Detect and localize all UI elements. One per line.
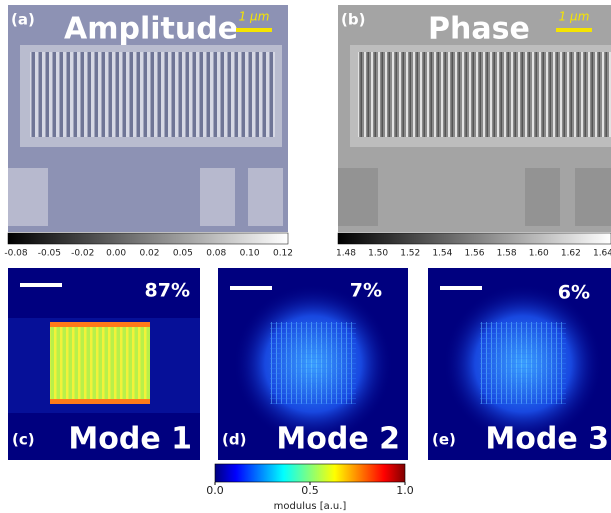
colorbar-tick-label: 1.58 <box>497 249 517 259</box>
panel-label: (b) <box>341 11 365 29</box>
phase-panel: (b) Phase 1 μm <box>338 5 611 244</box>
colorbar <box>338 233 611 244</box>
panel-label: (c) <box>12 431 35 449</box>
scale-label: 1 μm <box>239 10 270 24</box>
pad <box>200 168 235 226</box>
mode-percent: 6% <box>558 282 590 304</box>
panel-title: Mode 2 <box>276 422 400 457</box>
colorbar-tick-label: 1.60 <box>529 249 549 259</box>
panel-label: (a) <box>11 11 35 29</box>
pad <box>8 168 48 226</box>
grating <box>358 52 611 137</box>
panel-title: Phase <box>428 12 530 47</box>
mode-edge <box>50 399 150 404</box>
amplitude-panel: (a) Amplitude 1 μm <box>8 5 288 244</box>
mode-percent: 7% <box>350 280 382 302</box>
mode-percent: 87% <box>145 280 190 302</box>
panel-title: Mode 3 <box>485 422 609 457</box>
colorbar-tick-label: 1.62 <box>561 249 581 259</box>
panel-label: (d) <box>222 431 246 449</box>
pad <box>248 168 283 226</box>
colorbar-tick-label: 0.05 <box>173 249 193 259</box>
mode-panel: 6% (e) Mode 3 <box>428 268 611 460</box>
colorbar-tick-label: 1.56 <box>464 249 484 259</box>
colorbar-tick-label: 1.0 <box>396 484 414 497</box>
colorbar-tick-label: 1.50 <box>368 249 388 259</box>
colorbar-tick-label: 0.02 <box>139 249 159 259</box>
colorbar-tick-label: 0.00 <box>106 249 126 259</box>
pad <box>575 168 611 226</box>
scale-label: 1 μm <box>559 10 590 24</box>
colorbar-tick-label: -0.08 <box>4 249 28 259</box>
mode-panel: 87% (c) Mode 1 <box>8 268 200 460</box>
colorbar-tick-label: 0.12 <box>273 249 293 259</box>
mode-texture <box>270 322 356 404</box>
grating <box>30 52 275 137</box>
colorbar-tick-label: -0.02 <box>71 249 94 259</box>
colorbar-tick-label: 1.64 <box>593 249 611 259</box>
colorbar-label: modulus [a.u.] <box>274 501 347 512</box>
panel-label: (e) <box>432 431 456 449</box>
colorbar-tick-label: 0.10 <box>240 249 260 259</box>
colorbar-tick-label: 0.0 <box>206 484 224 497</box>
pad <box>338 168 378 226</box>
colorbar-tick-label: 0.5 <box>301 484 319 497</box>
colorbar-tick-label: -0.05 <box>38 249 61 259</box>
pad <box>525 168 560 226</box>
panel-title: Amplitude <box>64 12 238 47</box>
colorbar <box>8 233 288 244</box>
figure: (a) Amplitude 1 μm (b) Phase 1 μm 87% (c… <box>0 0 611 513</box>
colorbar-tick-label: 1.52 <box>400 249 420 259</box>
modulus-colorbar <box>215 464 405 482</box>
panel-title: Mode 1 <box>68 422 192 457</box>
mode-panel: 7% (d) Mode 2 <box>218 268 408 460</box>
colorbar-tick-label: 0.08 <box>206 249 226 259</box>
colorbar-tick-label: 1.54 <box>432 249 452 259</box>
mode-edge <box>50 322 150 327</box>
mode-intensity <box>50 322 150 404</box>
mode-texture <box>480 322 566 404</box>
colorbar-tick-label: 1.48 <box>336 249 356 259</box>
